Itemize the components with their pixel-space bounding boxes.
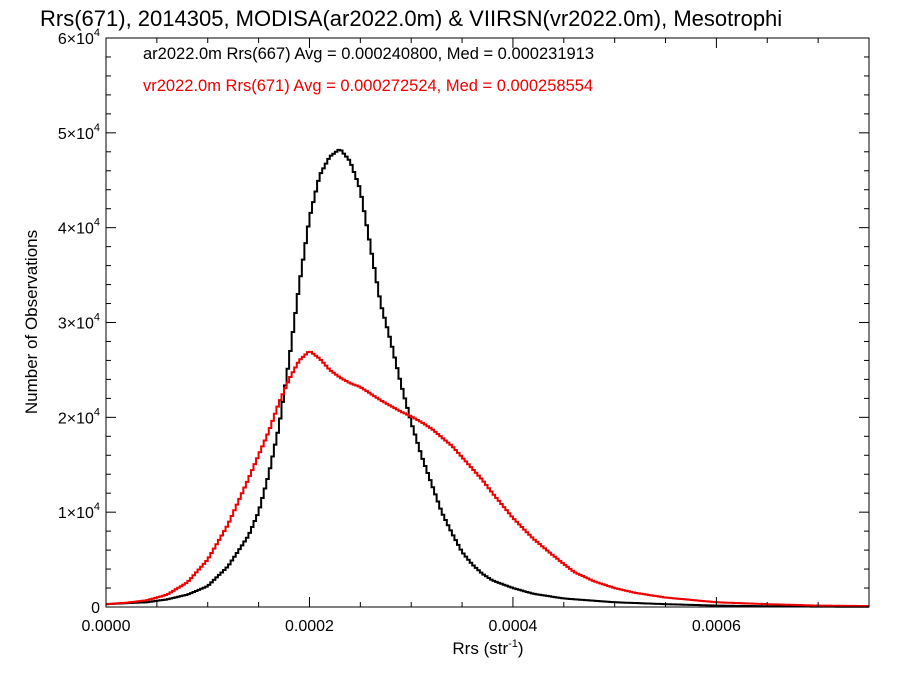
x-tick-label: 0.0006 (692, 618, 741, 635)
y-tick-label: 1×104 (58, 501, 100, 522)
y-tick-label: 6×104 (58, 27, 100, 48)
x-tick-label: 0.0002 (285, 618, 334, 635)
tick-layer: 0.0000 0.0002 0.0004 0.0006 0 1×104 2×104 3×104… (58, 27, 869, 635)
series-1-histogram (106, 148, 869, 608)
x-axis-label-text: Rrs (str (452, 639, 508, 658)
series-2-histogram (106, 350, 869, 608)
x-axis-label-sup: -1 (508, 638, 518, 650)
x-axis-label: Rrs (str-1) (452, 638, 523, 658)
legend-entry-2: vr2022.0m Rrs(671) Avg = 0.000272524, Me… (143, 77, 593, 95)
plot-frame (105, 37, 870, 608)
series-layer (106, 148, 869, 608)
y-tick-label: 2×104 (58, 406, 100, 427)
chart-title: Rrs(671), 2014305, MODISA(ar2022.0m) & V… (40, 6, 782, 31)
y-tick-label: 0 (91, 600, 100, 617)
y-tick-label: 4×104 (58, 217, 100, 238)
x-tick-label: 0.0004 (488, 618, 537, 635)
y-axis-label: Number of Observations (22, 230, 41, 414)
x-axis-label-close: ) (518, 639, 524, 658)
legend-entry-1: ar2022.0m Rrs(667) Avg = 0.000240800, Me… (143, 45, 594, 63)
y-tick-label: 3×104 (58, 312, 100, 333)
x-tick-label: 0.0000 (82, 618, 131, 635)
y-tick-label: 5×104 (58, 122, 100, 143)
